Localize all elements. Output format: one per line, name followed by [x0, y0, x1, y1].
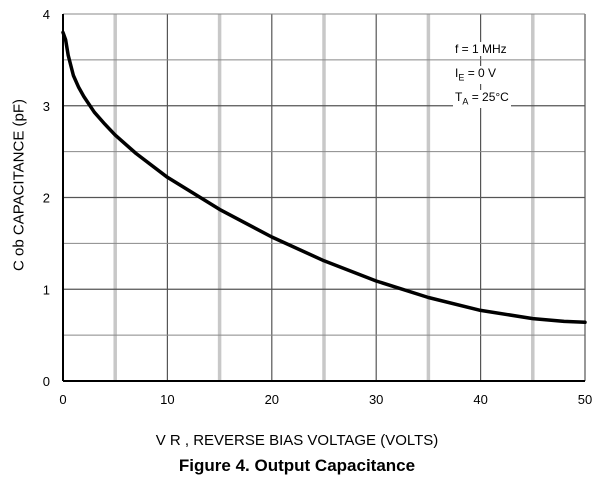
- condition-ie-value: = 0 V: [464, 66, 497, 80]
- condition-ta-symbol: T: [455, 90, 463, 104]
- condition-ie-subscript: E: [458, 72, 465, 83]
- x-tick-label: 10: [160, 392, 174, 407]
- condition-ambient-temp: TA = 25°C: [453, 90, 511, 109]
- capacitance-curve: [61, 30, 587, 325]
- tick-labels: 0 10 20 30 40 50 0 1 2 3 4: [43, 7, 592, 407]
- chart-axes: [62, 13, 586, 382]
- y-tick-label: 1: [43, 282, 50, 297]
- condition-ta-value: = 25°C: [468, 90, 509, 104]
- x-tick-label: 0: [59, 392, 66, 407]
- condition-ta-subscript: A: [462, 96, 469, 107]
- y-tick-label: 2: [43, 191, 50, 206]
- x-tick-label: 30: [369, 392, 383, 407]
- y-axis-label: C ob CAPACITANCE (pF): [10, 99, 28, 271]
- y-axis-label-container: C ob CAPACITANCE (pF): [8, 40, 30, 330]
- condition-ie-symbol: I: [455, 66, 459, 80]
- y-tick-label: 4: [43, 7, 50, 22]
- condition-emitter-current: IE = 0 V: [453, 66, 499, 85]
- chart-grid: [63, 14, 585, 381]
- x-tick-label: 20: [265, 392, 279, 407]
- y-tick-label: 0: [43, 374, 50, 389]
- x-axis-label: V R , REVERSE BIAS VOLTAGE (VOLTS): [155, 432, 439, 449]
- condition-frequency: f = 1 MHz: [453, 42, 509, 56]
- x-tick-label: 40: [473, 392, 487, 407]
- figure-title: Figure 4. Output Capacitance: [178, 456, 416, 475]
- y-tick-label: 3: [43, 99, 50, 114]
- x-tick-label: 50: [578, 392, 592, 407]
